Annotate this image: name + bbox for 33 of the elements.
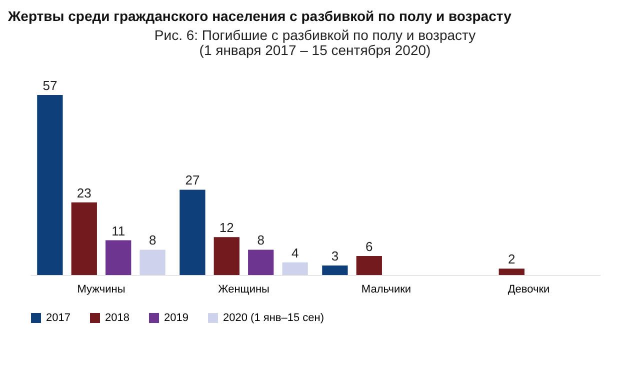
bar xyxy=(71,202,97,275)
data-label: 57 xyxy=(42,78,58,93)
chart-subtitle: (1 января 2017 – 15 сентября 2020) xyxy=(199,42,431,58)
x-tick-label: Мальчики xyxy=(361,284,412,296)
bar xyxy=(37,95,63,275)
bar xyxy=(322,266,348,275)
data-label: 8 xyxy=(257,232,264,248)
data-label: 8 xyxy=(148,232,156,248)
legend-label: 2017 xyxy=(46,312,70,324)
data-label: 23 xyxy=(76,185,92,200)
bar xyxy=(180,190,206,275)
chart-title: Рис. 6: Погибшие с разбивкой по полу и возрасту xyxy=(154,27,476,43)
bar xyxy=(356,256,382,275)
bar xyxy=(498,268,524,275)
bar xyxy=(106,240,132,275)
bar xyxy=(282,262,308,275)
data-label: 2 xyxy=(508,252,516,267)
data-label: 27 xyxy=(185,172,200,188)
data-label: 12 xyxy=(219,220,234,236)
data-label: 6 xyxy=(366,239,373,254)
data-label: 3 xyxy=(331,248,339,264)
legend-label: 2019 xyxy=(164,312,188,324)
legend-label: 2020 (1 янв–15 сен) xyxy=(223,312,324,324)
x-tick-label: Девочки xyxy=(508,284,550,296)
data-label: 11 xyxy=(112,223,126,238)
legend-label: 2018 xyxy=(105,312,130,324)
text: Жертвы среди гражданского населения с разбивкой по полу и возрасту xyxy=(7,7,512,24)
bar xyxy=(140,250,166,275)
bar xyxy=(248,250,274,275)
bar xyxy=(214,237,240,275)
data-label: 4 xyxy=(291,245,299,260)
x-tick-label: Мужчины xyxy=(77,284,126,296)
x-tick-label: Женщины xyxy=(218,284,270,296)
